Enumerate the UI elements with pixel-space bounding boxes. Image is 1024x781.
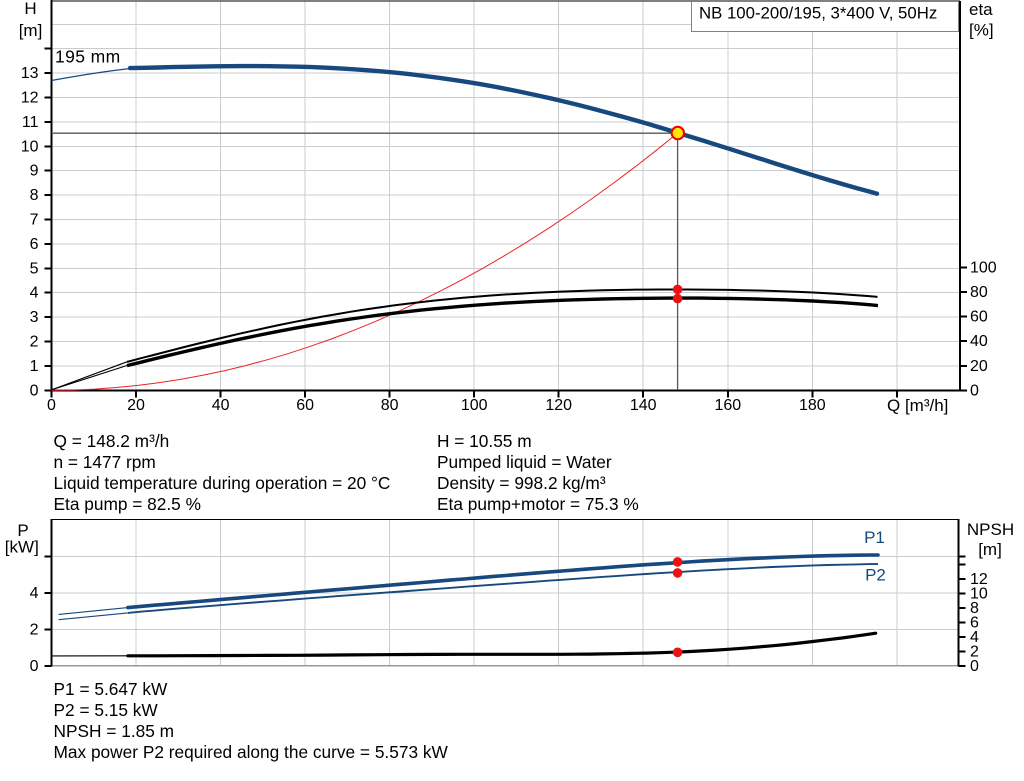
svg-text:P2 = 5.15 kW: P2 = 5.15 kW: [54, 700, 159, 720]
svg-text:[m]: [m]: [19, 21, 43, 40]
svg-text:40: 40: [212, 397, 230, 414]
svg-text:Pumped liquid = Water: Pumped liquid = Water: [437, 452, 612, 472]
svg-text:60: 60: [970, 309, 988, 326]
svg-text:Q [m³/h]: Q [m³/h]: [887, 396, 948, 415]
svg-text:80: 80: [381, 397, 399, 414]
svg-text:8: 8: [30, 187, 39, 204]
svg-text:20: 20: [970, 358, 988, 375]
svg-text:P2: P2: [865, 566, 886, 585]
svg-text:4: 4: [30, 585, 39, 602]
svg-text:Density = 998.2 kg/m³: Density = 998.2 kg/m³: [437, 473, 606, 493]
svg-text:8: 8: [970, 600, 979, 617]
svg-text:120: 120: [545, 397, 572, 414]
svg-text:12: 12: [970, 571, 988, 588]
svg-text:eta: eta: [969, 0, 993, 19]
svg-text:P: P: [17, 521, 28, 540]
svg-text:12: 12: [21, 90, 39, 107]
svg-text:H = 10.55 m: H = 10.55 m: [437, 431, 532, 451]
svg-text:0: 0: [47, 397, 56, 414]
svg-text:[kW]: [kW]: [5, 538, 39, 557]
svg-text:2: 2: [30, 334, 39, 351]
svg-text:3: 3: [30, 309, 39, 326]
svg-text:4: 4: [30, 285, 39, 302]
svg-text:Q = 148.2 m³/h: Q = 148.2 m³/h: [54, 431, 170, 451]
svg-text:2: 2: [30, 621, 39, 638]
svg-text:2: 2: [970, 643, 979, 660]
svg-text:60: 60: [296, 397, 314, 414]
svg-text:6: 6: [30, 236, 39, 253]
svg-text:P1: P1: [864, 528, 885, 547]
svg-text:100: 100: [970, 260, 997, 277]
svg-text:[m]: [m]: [978, 540, 1002, 559]
svg-text:7: 7: [30, 212, 39, 229]
svg-text:0: 0: [970, 658, 979, 675]
svg-text:9: 9: [30, 163, 39, 180]
svg-text:0: 0: [30, 658, 39, 675]
svg-text:NB 100-200/195, 3*400 V, 50Hz: NB 100-200/195, 3*400 V, 50Hz: [699, 4, 937, 23]
svg-text:NPSH: NPSH: [967, 520, 1014, 539]
svg-text:H: H: [24, 0, 36, 18]
svg-text:10: 10: [21, 138, 39, 155]
svg-text:100: 100: [461, 397, 488, 414]
svg-text:180: 180: [799, 397, 826, 414]
svg-text:Eta pump+motor = 75.3 %: Eta pump+motor = 75.3 %: [437, 494, 639, 514]
svg-text:1: 1: [30, 358, 39, 375]
svg-text:Liquid temperature during oper: Liquid temperature during operation = 20…: [54, 473, 391, 493]
svg-text:11: 11: [22, 114, 39, 131]
svg-text:[%]: [%]: [969, 21, 994, 40]
svg-text:140: 140: [630, 397, 657, 414]
svg-text:160: 160: [714, 397, 741, 414]
svg-text:Max power P2 required along th: Max power P2 required along the curve = …: [54, 742, 449, 762]
svg-text:80: 80: [970, 284, 988, 301]
svg-text:NPSH = 1.85 m: NPSH = 1.85 m: [54, 721, 175, 741]
svg-text:20: 20: [127, 397, 145, 414]
svg-text:13: 13: [21, 65, 39, 82]
svg-text:40: 40: [970, 333, 988, 350]
svg-text:5: 5: [30, 260, 39, 277]
svg-text:195 mm: 195 mm: [55, 47, 121, 67]
svg-text:P1 = 5.647 kW: P1 = 5.647 kW: [54, 679, 169, 699]
svg-text:n = 1477 rpm: n = 1477 rpm: [54, 452, 156, 472]
svg-text:4: 4: [970, 629, 979, 646]
svg-text:10: 10: [970, 586, 988, 603]
svg-text:0: 0: [970, 382, 979, 399]
svg-text:6: 6: [970, 615, 979, 632]
svg-text:Eta pump = 82.5 %: Eta pump = 82.5 %: [54, 494, 201, 514]
svg-text:0: 0: [30, 382, 39, 399]
